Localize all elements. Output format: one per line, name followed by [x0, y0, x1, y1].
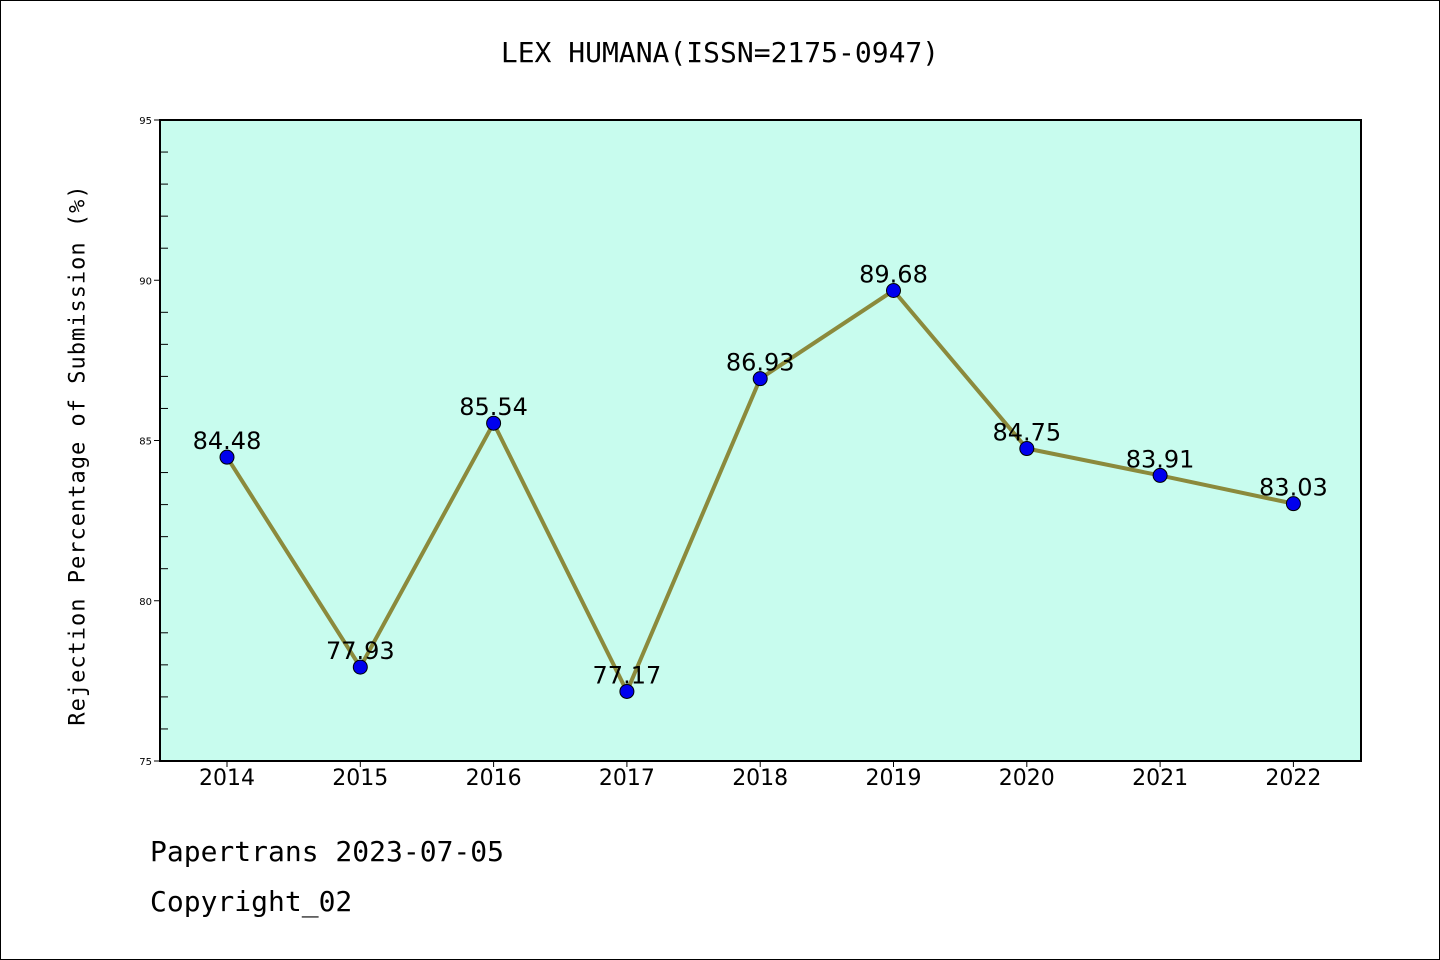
data-labels: 84.48 77.93 85.54 77.17 86.93 89.68 84.75 83.91… [193, 261, 1328, 690]
footer-copyright: Copyright_02 [150, 885, 353, 918]
plot-area [159, 119, 1362, 762]
data-point [1019, 441, 1035, 457]
data-label: 84.48 [193, 427, 262, 455]
x-tick-label: 2020 [999, 766, 1055, 791]
chart-title: LEX HUMANA(ISSN=2175-0947) [500, 36, 940, 69]
data-point [619, 683, 635, 699]
data-point [1285, 496, 1301, 512]
data-point [219, 449, 235, 465]
data-points [219, 283, 1301, 699]
data-point [486, 415, 502, 431]
data-label: 77.93 [326, 637, 395, 665]
data-point [352, 659, 368, 675]
x-tick-label: 2015 [332, 766, 388, 791]
y-tick-label: 85 [139, 437, 152, 448]
x-tick-label: 2021 [1132, 766, 1188, 791]
data-label: 89.68 [859, 261, 928, 289]
data-point [752, 371, 768, 387]
x-tick-label: 2022 [1265, 766, 1321, 791]
y-tick-label: 95 [139, 116, 152, 127]
x-tick-label: 2016 [466, 766, 522, 791]
data-label: 77.17 [593, 661, 662, 689]
x-tick-label: 2017 [599, 766, 655, 791]
x-tick-label: 2019 [866, 766, 922, 791]
data-label: 86.93 [726, 349, 795, 377]
data-point [886, 283, 901, 299]
y-axis: 75 80 85 90 95 [139, 116, 168, 768]
x-tick-label: 2014 [199, 766, 255, 791]
data-point [1152, 467, 1168, 483]
data-label: 83.03 [1259, 474, 1328, 502]
y-tick-label: 90 [139, 276, 152, 287]
data-label: 83.91 [1126, 445, 1195, 473]
x-tick-label: 2018 [732, 766, 788, 791]
footer-date: Papertrans 2023-07-05 [150, 835, 505, 868]
data-label: 84.75 [992, 419, 1061, 447]
y-tick-label: 80 [139, 597, 152, 608]
y-tick-label: 75 [139, 757, 152, 768]
x-axis: 2014 2015 2016 2017 2018 2019 2020 2021 2022 [199, 761, 1321, 791]
data-label: 85.54 [459, 393, 528, 421]
